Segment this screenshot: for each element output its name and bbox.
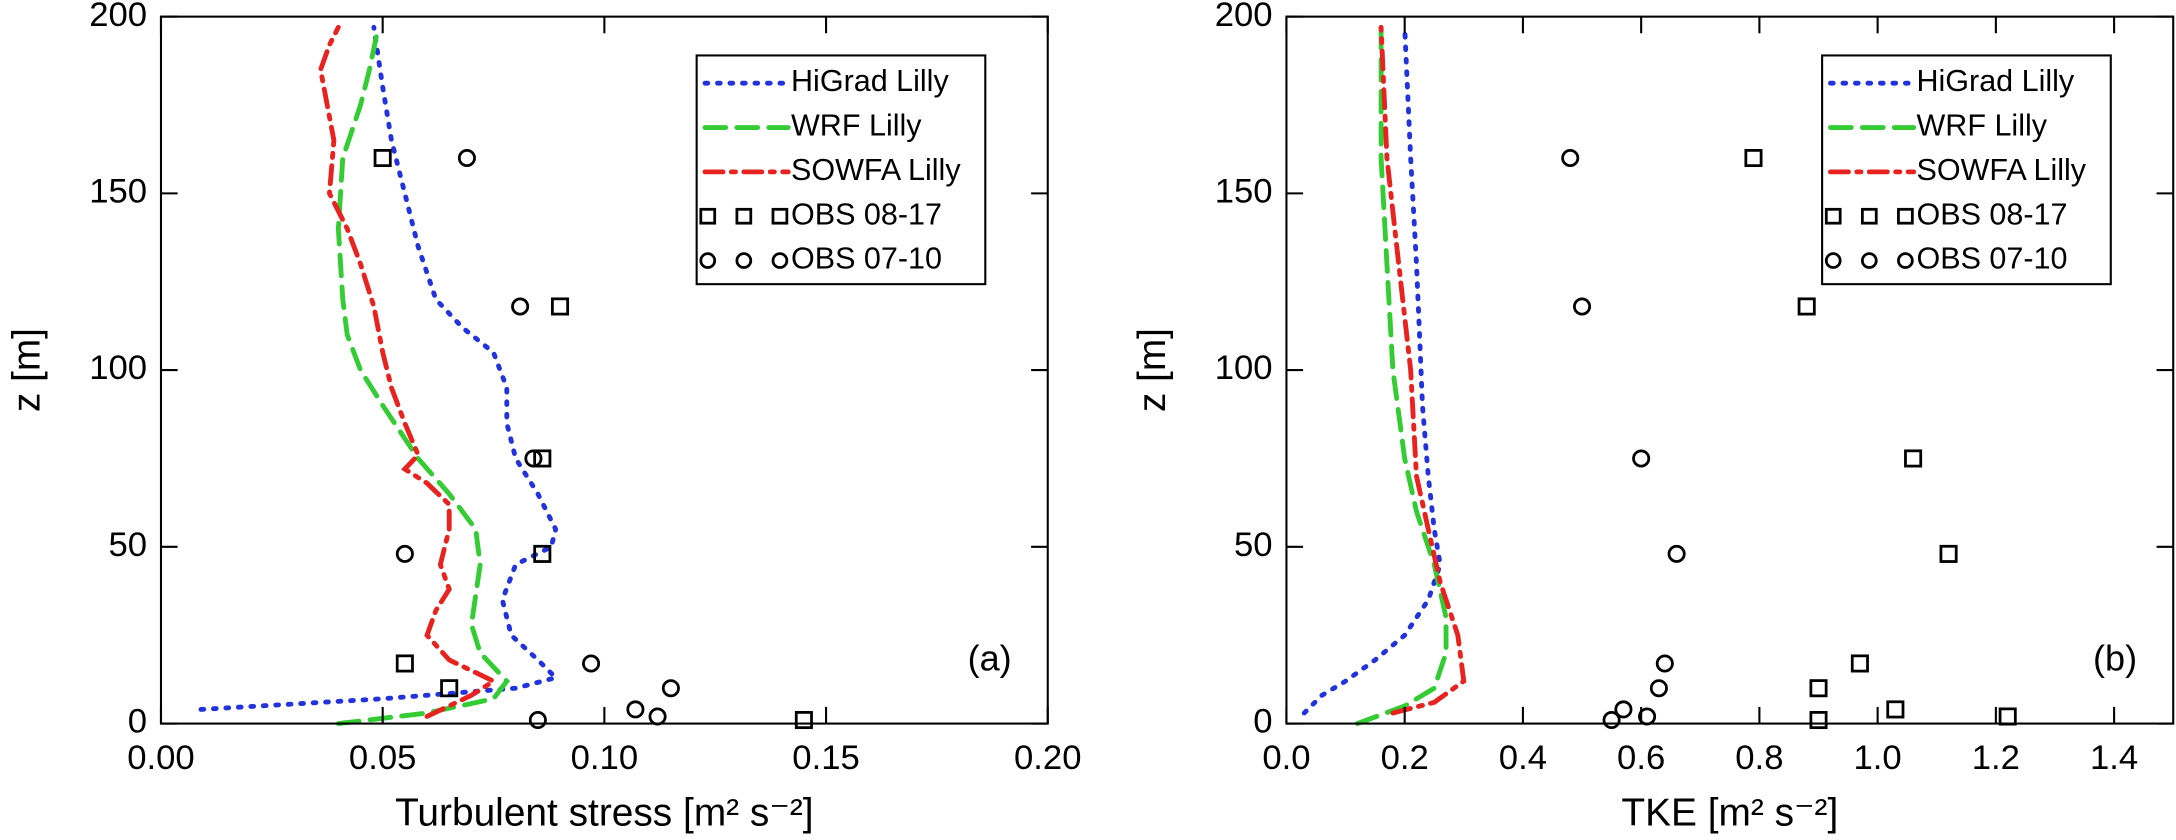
profile-line	[1378, 24, 1467, 716]
square-marker	[1809, 711, 1828, 730]
circle-marker	[1667, 544, 1686, 563]
y-axis-label: z [m]	[1131, 328, 1174, 412]
square-marker	[373, 149, 392, 168]
y-tick-label: 0	[1253, 703, 1272, 741]
circle-marker	[1561, 149, 1580, 168]
x-tick-label: 1.4	[2090, 739, 2138, 777]
legend-marker	[1824, 252, 1842, 269]
legend-label: HiGrad Lilly	[791, 64, 949, 98]
circle-marker	[528, 711, 547, 730]
legend-label: WRF Lilly	[791, 109, 922, 143]
circle-marker	[582, 654, 601, 673]
plot	[1301, 24, 2017, 730]
circle-marker	[626, 700, 645, 719]
legend-label: OBS 07-10	[791, 242, 942, 276]
circle-marker	[524, 449, 543, 468]
legend-marker	[699, 252, 717, 269]
legend-marker	[1897, 207, 1914, 225]
y-tick-label: 100	[1215, 349, 1273, 387]
circle-marker	[661, 679, 680, 698]
circle-marker	[1655, 654, 1674, 673]
legend-marker	[699, 207, 717, 225]
circle-marker	[511, 297, 530, 316]
square-marker	[395, 654, 414, 673]
square-marker	[1939, 544, 1958, 563]
y-tick-label: 100	[89, 349, 147, 387]
legend-label: OBS 07-10	[1916, 242, 2067, 276]
circle-marker	[1632, 449, 1651, 468]
legend-marker	[1897, 252, 1914, 269]
circle-marker	[1649, 679, 1668, 698]
legend-label: HiGrad Lilly	[1916, 64, 2074, 98]
x-tick-label: 0.15	[792, 739, 859, 777]
square-marker	[1744, 149, 1763, 168]
square-marker	[794, 711, 813, 730]
square-marker	[533, 449, 552, 468]
square-marker	[1998, 707, 2017, 726]
plot	[198, 24, 813, 730]
x-tick-label: 0.0	[1262, 739, 1310, 777]
x-tick-label: 0.05	[349, 739, 416, 777]
circle-marker	[1573, 297, 1592, 316]
square-marker	[1904, 449, 1923, 468]
y-axis-label: z [m]	[5, 328, 48, 412]
legend-label: OBS 08-17	[791, 197, 942, 231]
legend-marker	[735, 252, 753, 269]
circle-marker	[395, 544, 414, 563]
y-tick-label: 0	[128, 703, 147, 741]
square-marker	[1850, 654, 1869, 673]
x-tick-label: 0.8	[1735, 739, 1783, 777]
y-tick-label: 50	[1234, 526, 1273, 564]
profile-line	[198, 24, 561, 712]
x-tick-label: 1.2	[1972, 739, 2020, 777]
x-axis-label: TKE [m² s⁻²]	[1621, 791, 1838, 834]
square-marker	[1809, 679, 1828, 698]
legend-marker	[735, 207, 753, 225]
legend-label: OBS 08-17	[1916, 197, 2067, 231]
circle-marker	[648, 707, 667, 726]
y-tick-label: 50	[109, 526, 148, 564]
y-tick-label: 200	[89, 0, 147, 34]
circle-marker	[457, 149, 476, 168]
circle-marker	[1602, 711, 1621, 730]
x-axis-label: Turbulent stress [m² s⁻²]	[395, 791, 813, 834]
x-tick-label: 0.20	[1014, 739, 1081, 777]
legend-label: SOWFA Lilly	[791, 153, 961, 187]
circle-marker	[1614, 700, 1633, 719]
square-marker	[551, 297, 570, 316]
legend-label: SOWFA Lilly	[1916, 153, 2086, 187]
legend-label: WRF Lilly	[1916, 109, 2047, 143]
profile-line	[318, 24, 499, 719]
y-tick-label: 150	[1215, 173, 1273, 211]
panel-label: (a)	[968, 638, 1012, 679]
x-tick-label: 0.4	[1499, 739, 1547, 777]
y-tick-label: 200	[1215, 0, 1273, 34]
legend-marker	[771, 207, 789, 225]
square-marker	[533, 544, 552, 563]
x-tick-label: 0.10	[571, 739, 638, 777]
x-tick-label: 0.00	[127, 739, 194, 777]
legend-marker	[1860, 252, 1878, 269]
legend-marker	[1824, 207, 1842, 225]
profile-line	[1354, 24, 1449, 726]
x-tick-label: 0.2	[1381, 739, 1429, 777]
x-tick-label: 0.6	[1617, 739, 1665, 777]
legend-marker	[771, 252, 789, 269]
square-marker	[440, 679, 459, 698]
y-tick-label: 150	[89, 173, 147, 211]
square-marker	[1797, 297, 1816, 316]
profile-line	[335, 24, 510, 726]
square-marker	[1886, 700, 1905, 719]
x-tick-label: 1.0	[1854, 739, 1902, 777]
panel-label: (b)	[2093, 638, 2137, 679]
legend-marker	[1860, 207, 1878, 225]
profile-line	[1301, 24, 1443, 716]
